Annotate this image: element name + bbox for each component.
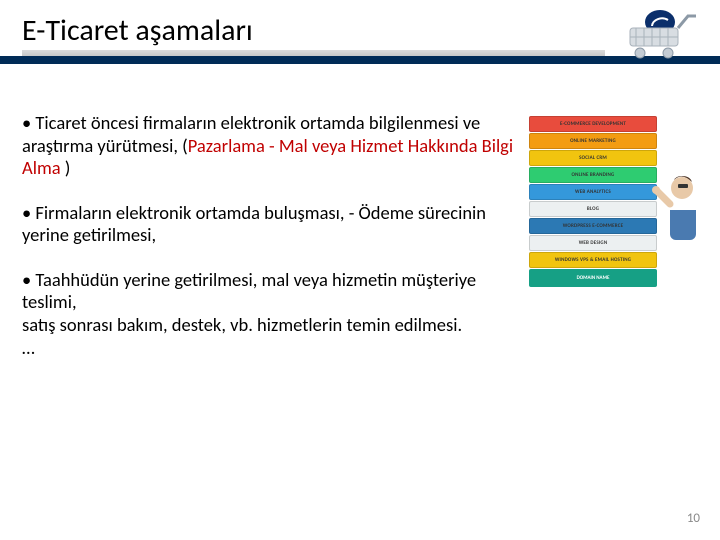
slide-content: • Ticaret öncesi firmaların elektronik o… xyxy=(0,72,720,381)
page-number: 10 xyxy=(687,511,700,526)
stack-base: DOMAIN NAME xyxy=(529,269,657,287)
stack-layer: WORDPRESS E-COMMERCE xyxy=(529,218,657,234)
bullet-2: • Firmaların elektronik ortamda buluşmas… xyxy=(22,202,517,247)
slide-header: E-Ticaret aşamaları xyxy=(0,0,720,72)
slide-title: E-Ticaret aşamaları xyxy=(0,0,720,49)
bullet-list: • Ticaret öncesi firmaların elektronik o… xyxy=(22,112,517,381)
header-underline-dark xyxy=(0,56,720,64)
stack-layer: WEB ANALYTICS xyxy=(529,184,657,200)
stack-layer: E-COMMERCE DEVELOPMENT xyxy=(529,116,657,132)
bullet-1: • Ticaret öncesi firmaların elektronik o… xyxy=(22,112,517,180)
cart-icon xyxy=(622,6,702,60)
stack-layer: ONLINE MARKETING xyxy=(529,133,657,149)
stack-layer: ONLINE BRANDING xyxy=(529,167,657,183)
bullet-3: • Taahhüdün yerine getirilmesi, mal veya… xyxy=(22,269,517,359)
stack-layer: SOCIAL CRM xyxy=(529,150,657,166)
stack-layer: WINDOWS VPS & EMAIL HOSTING xyxy=(529,252,657,268)
stack-layer: BLOG xyxy=(529,201,657,217)
bullet-1-post: ) xyxy=(61,156,71,179)
side-infographic: E-COMMERCE DEVELOPMENTONLINE MARKETINGSO… xyxy=(527,112,702,292)
stack-layer: WEB DESIGN xyxy=(529,235,657,251)
person-icon xyxy=(652,170,702,260)
layer-stack: E-COMMERCE DEVELOPMENTONLINE MARKETINGSO… xyxy=(529,116,657,287)
